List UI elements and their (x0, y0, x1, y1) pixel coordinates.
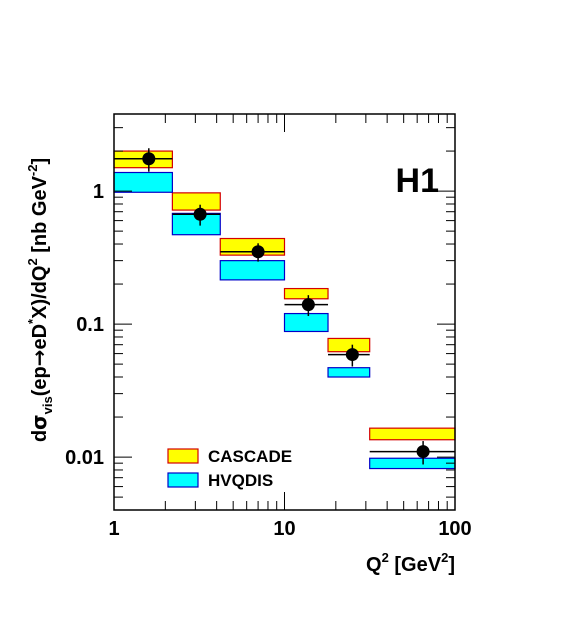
hvqdis-box-4 (327, 367, 371, 378)
y-tick-label: 1 (93, 181, 104, 203)
cascade-box-3 (283, 287, 329, 300)
y-tick-label: 0.01 (65, 447, 104, 469)
legend-swatch-hvqdis (167, 472, 199, 488)
x-tick-label: 10 (273, 518, 295, 540)
x-axis-label: Q2 [GeV2] (366, 550, 455, 576)
data-point-1 (193, 207, 207, 221)
axis-ticks: 1 10 100 0.01 0.1 1 (65, 114, 472, 540)
plot-layer (113, 148, 456, 470)
hvqdis-box-3 (283, 312, 329, 333)
data-point-2 (251, 245, 265, 259)
legend-swatch-cascade (167, 448, 199, 464)
data-point-0 (142, 152, 156, 166)
data-point-5 (416, 445, 430, 459)
cascade-box-2 (219, 237, 286, 256)
y-axis-label: dσvis(ep→eD*X)/dQ2 [nb GeV-2] (25, 158, 55, 442)
data-point-4 (345, 348, 359, 362)
legend-label-hvqdis: HVQDIS (208, 471, 273, 490)
y-tick-label: 0.1 (76, 314, 104, 336)
legend-label-cascade: CASCADE (208, 447, 292, 466)
x-tick-label: 100 (438, 518, 471, 540)
x-tick-label: 1 (108, 518, 119, 540)
experiment-label: H1 (396, 162, 439, 200)
hvqdis-box-2 (219, 260, 286, 281)
cascade-box-1 (171, 192, 221, 211)
data-point-3 (301, 298, 315, 312)
hvqdis-box-0 (113, 171, 173, 193)
legend: CASCADE HVQDIS (167, 447, 292, 490)
hvqdis-box-5 (369, 457, 456, 470)
cascade-box-5 (369, 427, 456, 441)
